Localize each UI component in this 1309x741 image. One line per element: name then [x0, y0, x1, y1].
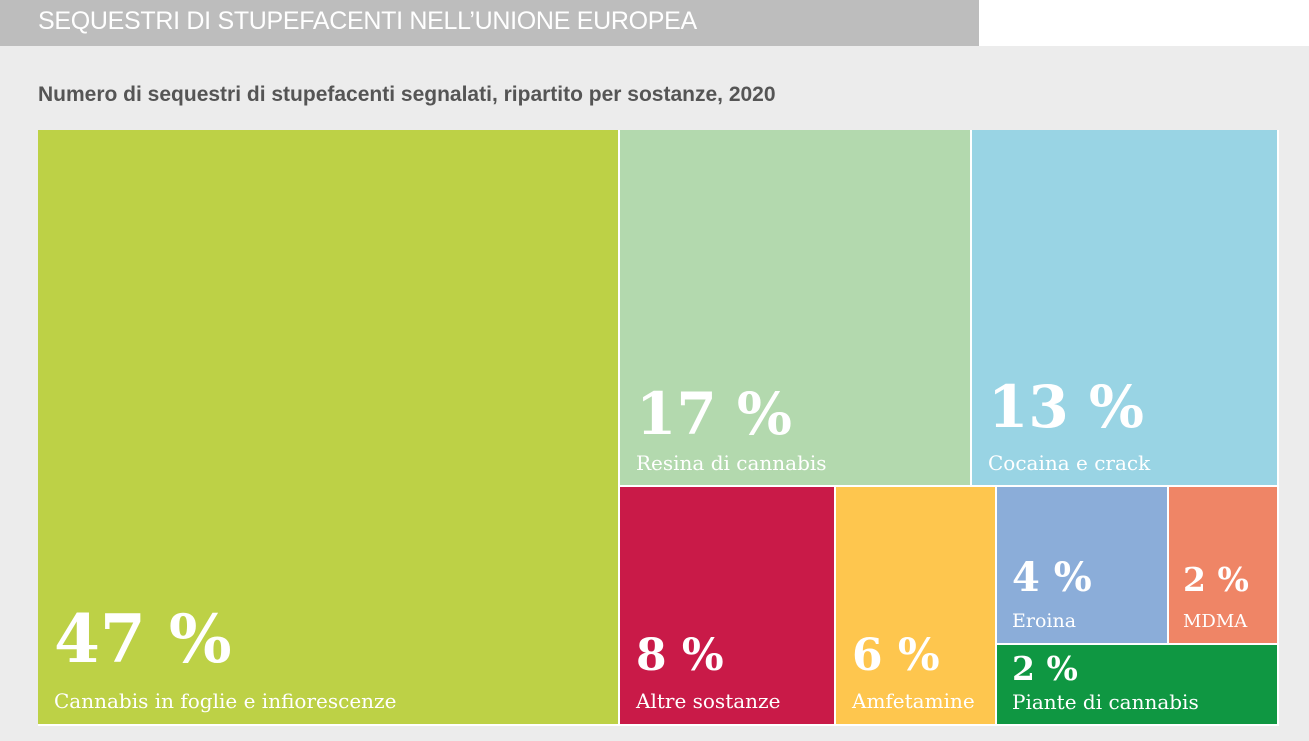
treemap-tile: 13 % Cocaina e crack [972, 130, 1279, 487]
tile-category-label: MDMA [1183, 611, 1248, 632]
tile-percent-label: 17 % [636, 380, 793, 448]
treemap-tile: 4 % Eroina [997, 487, 1169, 645]
tile-category-label: Amfetamine [852, 689, 975, 713]
tile-category-label: Cocaina e crack [988, 451, 1151, 475]
treemap-tile: 47 % Cannabis in foglie e infiorescenze [38, 130, 620, 726]
tile-percent-label: 47 % [54, 600, 232, 678]
treemap-tile: 2 % Piante di cannabis [997, 645, 1279, 726]
tile-category-label: Altre sostanze [636, 689, 781, 713]
tile-percent-label: 4 % [1012, 554, 1092, 601]
tile-percent-label: 2 % [1012, 649, 1078, 688]
tile-percent-label: 13 % [988, 373, 1145, 441]
tile-percent-label: 6 % [852, 630, 940, 681]
treemap-tile: 6 % Amfetamine [836, 487, 997, 726]
chart-subtitle: Numero di sequestri di stupefacenti segn… [38, 83, 776, 106]
tile-percent-label: 2 % [1183, 560, 1249, 599]
header-title: SEQUESTRI DI STUPEFACENTI NELL’UNIONE EU… [38, 7, 697, 35]
tile-category-label: Eroina [1012, 610, 1077, 632]
treemap-tile: 2 % MDMA [1169, 487, 1279, 645]
treemap-tile: 8 % Altre sostanze [620, 487, 836, 726]
tile-percent-label: 8 % [636, 630, 724, 681]
header-bar: SEQUESTRI DI STUPEFACENTI NELL’UNIONE EU… [0, 0, 979, 46]
tile-category-label: Cannabis in foglie e infiorescenze [54, 689, 397, 713]
tile-category-label: Piante di cannabis [1012, 690, 1199, 714]
tile-category-label: Resina di cannabis [636, 451, 827, 475]
treemap-tile: 17 % Resina di cannabis [620, 130, 972, 487]
